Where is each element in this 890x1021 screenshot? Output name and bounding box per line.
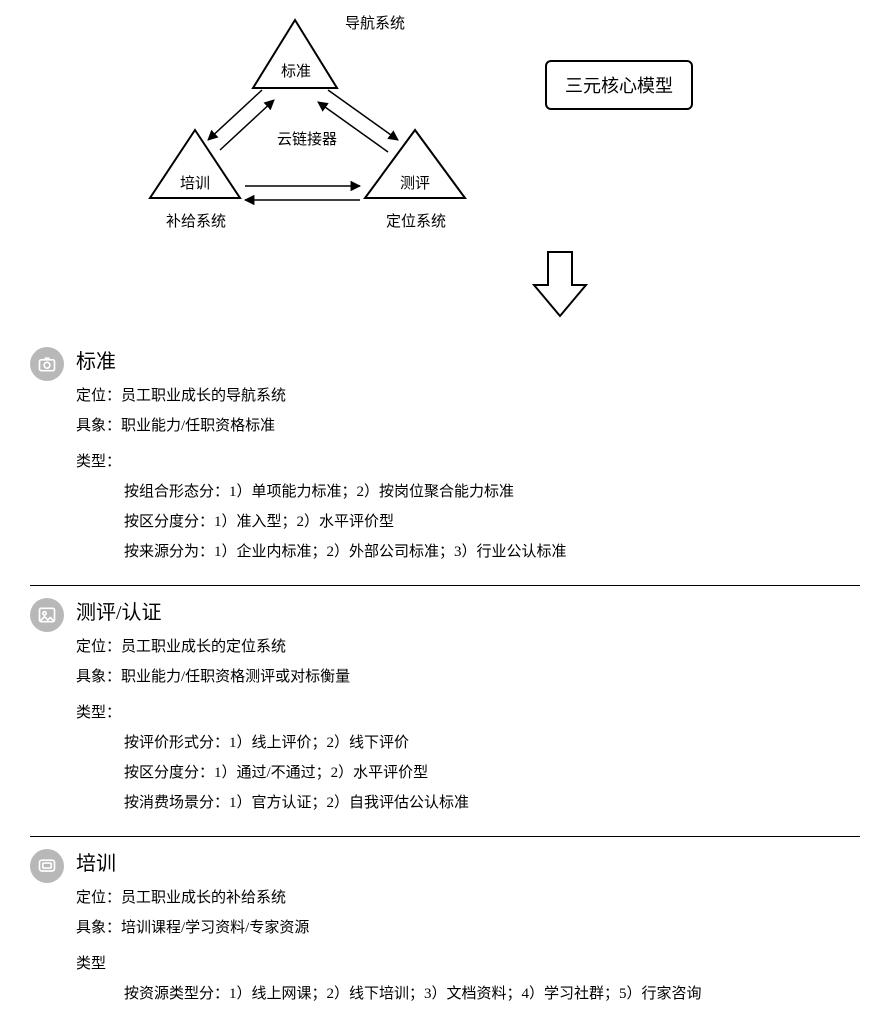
node-right-label: 测评 [400,172,430,193]
section-title: 培训 [76,847,860,876]
section-title: 标准 [76,345,860,374]
content-area: 标准 定位：员工职业成长的导航系统 具象：职业能力/任职资格标准 类型： 按组合… [0,345,890,1021]
diagram-svg [0,0,890,320]
line-type-2: 按来源分为：1）企业内标准；2）外部公司标准；3）行业公认标准 [76,537,860,567]
line-type-0: 按组合形态分：1）单项能力标准；2）按岗位聚合能力标准 [76,477,860,507]
line-type-label: 类型 [76,949,860,979]
line-pos: 定位：员工职业成长的补给系统 [76,883,860,913]
section-body: 定位：员工职业成长的定位系统 具象：职业能力/任职资格测评或对标衡量 类型： 按… [30,632,860,818]
section-divider [30,836,860,837]
line-type-1: 按区分度分：1）准入型；2）水平评价型 [76,507,860,537]
line-type-label: 类型： [76,698,860,728]
line-type-0: 按评价形式分：1）线上评价；2）线下评价 [76,728,860,758]
tv-icon [30,849,64,883]
line-type-2: 按消费场景分：1）官方认证；2）自我评估公认标准 [76,788,860,818]
node-top-outer-label: 导航系统 [345,12,405,33]
section-title: 测评/认证 [76,596,860,625]
line-type-1: 按区分度分：1）通过/不通过；2）水平评价型 [76,758,860,788]
ternary-model-diagram: 三元核心模型 标准 培训 测评 导航系统 补给系统 定位系统 云链接器 [0,0,890,320]
section-body: 定位：员工职业成长的补给系统 具象：培训课程/学习资料/专家资源 类型 按资源类… [30,883,860,1009]
line-pos: 定位：员工职业成长的导航系统 [76,381,860,411]
node-left-outer-label: 补给系统 [166,210,226,231]
line-obj: 具象：培训课程/学习资料/专家资源 [76,913,860,943]
section-standard: 标准 定位：员工职业成长的导航系统 具象：职业能力/任职资格标准 类型： 按组合… [0,345,890,579]
section-body: 定位：员工职业成长的导航系统 具象：职业能力/任职资格标准 类型： 按组合形态分… [30,381,860,567]
camera-icon [30,347,64,381]
line-obj: 具象：职业能力/任职资格测评或对标衡量 [76,662,860,692]
section-divider [30,585,860,586]
image-icon [30,598,64,632]
section-training: 培训 定位：员工职业成长的补给系统 具象：培训课程/学习资料/专家资源 类型 按… [0,847,890,1021]
line-obj: 具象：职业能力/任职资格标准 [76,411,860,441]
line-pos: 定位：员工职业成长的定位系统 [76,632,860,662]
node-right-outer-label: 定位系统 [386,210,446,231]
diagram-center-label: 云链接器 [277,128,337,149]
node-left-label: 培训 [180,172,210,193]
big-down-arrow-icon [530,250,590,320]
line-type-label: 类型： [76,447,860,477]
section-assessment: 测评/认证 定位：员工职业成长的定位系统 具象：职业能力/任职资格测评或对标衡量… [0,596,890,830]
node-top-label: 标准 [281,60,311,81]
line-type-0: 按资源类型分：1）线上网课；2）线下培训；3）文档资料；4）学习社群；5）行家咨… [76,979,860,1009]
